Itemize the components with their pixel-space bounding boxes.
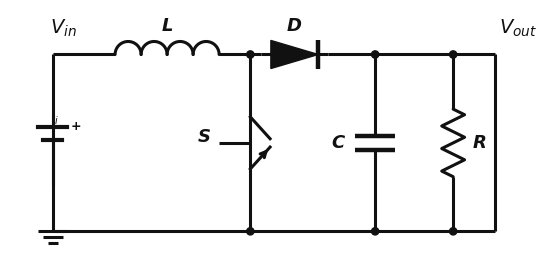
Circle shape <box>247 228 254 235</box>
Circle shape <box>372 228 379 235</box>
Text: L: L <box>161 17 173 35</box>
Text: R: R <box>473 134 487 152</box>
Text: $V_{in}$: $V_{in}$ <box>50 17 77 39</box>
Text: C: C <box>331 134 344 152</box>
Circle shape <box>372 51 379 58</box>
Text: $V_{out}$: $V_{out}$ <box>499 17 537 39</box>
Text: i: i <box>55 116 58 126</box>
Text: S: S <box>198 128 211 146</box>
Polygon shape <box>271 41 318 69</box>
Circle shape <box>450 51 457 58</box>
Text: +: + <box>71 120 82 133</box>
Circle shape <box>450 228 457 235</box>
Text: D: D <box>287 17 302 35</box>
Circle shape <box>247 51 254 58</box>
